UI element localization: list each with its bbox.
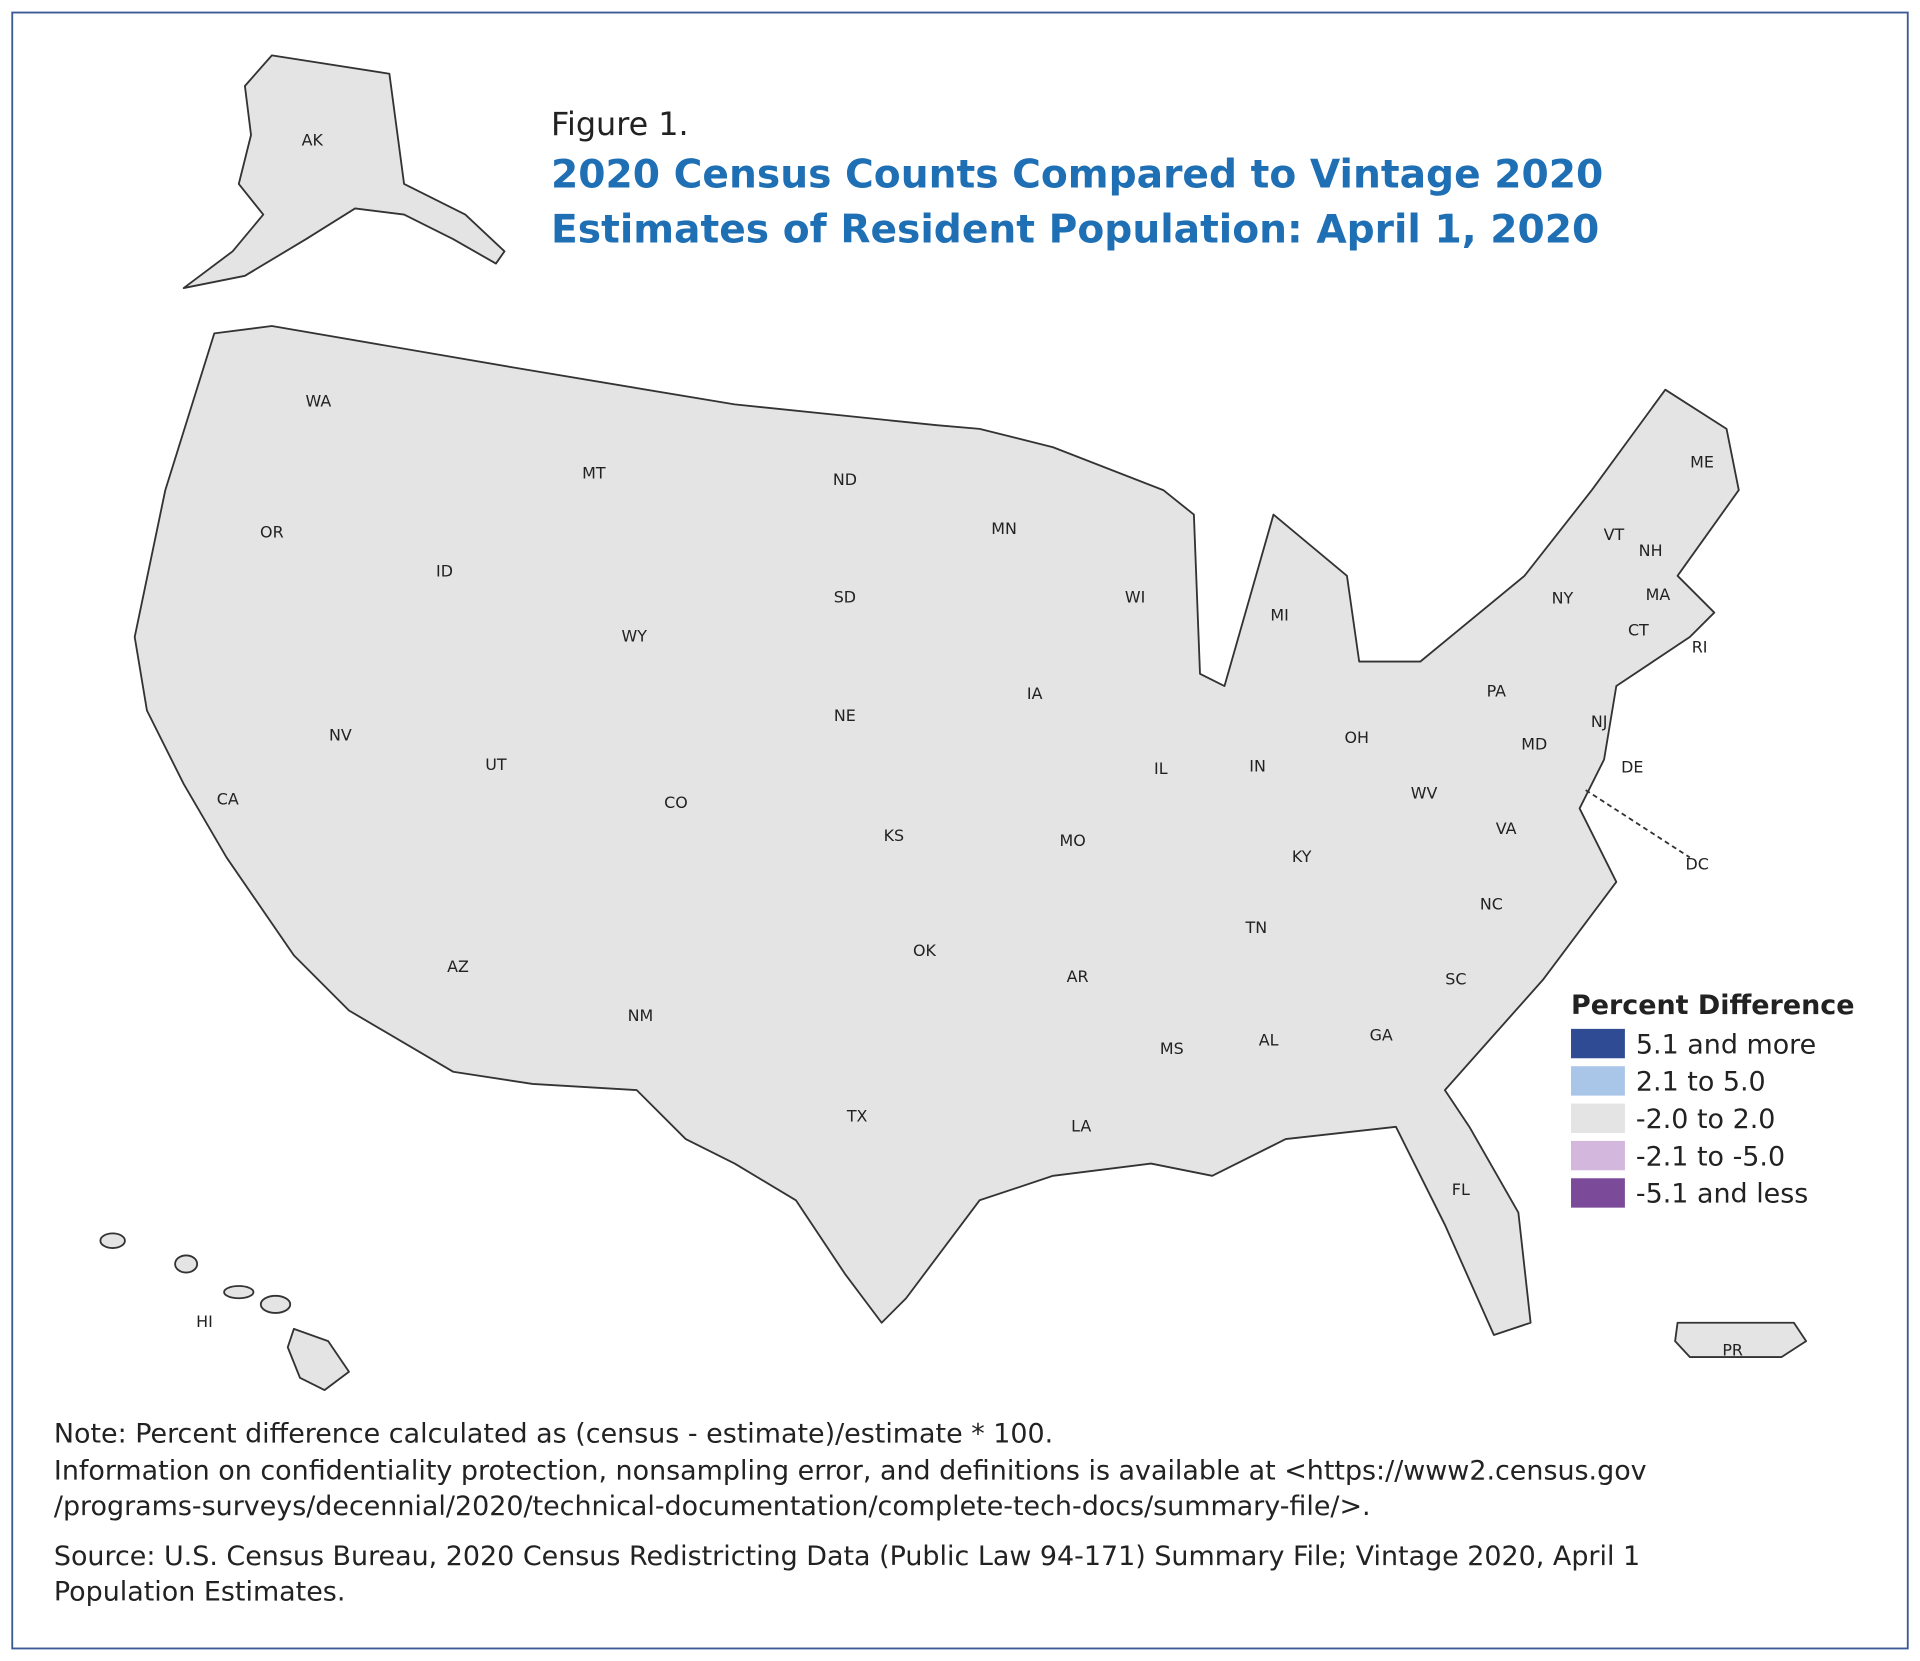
state-label: NC — [1480, 895, 1503, 914]
state-label: MA — [1646, 585, 1671, 604]
state-label: DC — [1685, 854, 1708, 873]
state-label: RI — [1692, 638, 1708, 657]
notes: Note: Percent difference calculated as (… — [54, 1419, 1647, 1608]
contiguous-us — [133, 325, 1740, 1336]
state-label: ND — [833, 470, 857, 489]
state-label: SC — [1445, 969, 1466, 988]
state-label: DE — [1621, 758, 1643, 777]
state-label: GA — [1370, 1026, 1393, 1045]
state-label: WA — [305, 391, 331, 410]
state-label: OR — [260, 522, 284, 541]
state-labels: AK WA OR MT ID WY ND SD MN NE IA WI MI IL IN OH PA NY VT NH… — [196, 131, 1743, 1360]
state-label: LA — [1071, 1116, 1091, 1135]
state-label: IL — [1154, 759, 1168, 778]
state-label: AL — [1259, 1031, 1279, 1050]
state-label: NE — [834, 706, 856, 725]
title-line: Estimates of Resident Population: April … — [551, 208, 1599, 253]
state-label: KS — [884, 826, 905, 845]
note-line: Source: U.S. Census Bureau, 2020 Census … — [54, 1541, 1640, 1572]
state-label: UT — [485, 755, 507, 774]
note-line: Note: Percent difference calculated as (… — [54, 1419, 1053, 1450]
state-label: NY — [1552, 589, 1574, 608]
state-label: FL — [1452, 1180, 1470, 1199]
state-label: PA — [1487, 682, 1507, 701]
state-label: VT — [1604, 525, 1625, 544]
state-label: ID — [436, 562, 453, 581]
inset-pointer — [1585, 789, 1691, 859]
state-label: MN — [991, 519, 1017, 538]
state-label: WY — [622, 627, 648, 646]
note-line: Population Estimates. — [54, 1577, 346, 1608]
state-label: KY — [1292, 847, 1312, 866]
legend-label: 2.1 to 5.0 — [1636, 1067, 1766, 1098]
state-label: ME — [1690, 453, 1714, 472]
state-label: HI — [196, 1312, 213, 1331]
note-line: /programs-surveys/decennial/2020/technic… — [54, 1491, 1371, 1522]
state-label: TN — [1245, 918, 1268, 937]
state-label: NH — [1639, 541, 1663, 560]
state-label: MI — [1270, 606, 1288, 625]
state-label: OH — [1344, 728, 1368, 747]
state-label: MD — [1521, 734, 1547, 753]
legend-label: -2.0 to 2.0 — [1636, 1104, 1776, 1135]
legend-title: Percent Difference — [1571, 990, 1854, 1021]
state-label: MS — [1160, 1039, 1184, 1058]
state-label: WV — [1411, 783, 1438, 802]
legend-label: -5.1 and less — [1636, 1179, 1808, 1210]
title-line: 2020 Census Counts Compared to Vintage 2… — [551, 153, 1603, 198]
state-label: WI — [1125, 587, 1145, 606]
state-label: TX — [846, 1107, 868, 1126]
legend-label: 5.1 and more — [1636, 1029, 1816, 1060]
state-label: CA — [217, 789, 239, 808]
state-label: AR — [1067, 967, 1089, 986]
state-label: AK — [302, 131, 324, 150]
state-label: PR — [1722, 1340, 1743, 1359]
legend-swatch — [1571, 1178, 1625, 1208]
legend-swatch — [1571, 1028, 1625, 1059]
legend-swatch — [1571, 1103, 1625, 1133]
state-label: NJ — [1591, 712, 1608, 731]
state-label: CO — [664, 793, 688, 812]
state-label: CT — [1628, 620, 1649, 639]
alaska — [182, 54, 506, 289]
legend: Percent Difference 5.1 and more 2.1 to 5.… — [1571, 990, 1854, 1210]
state-label: IN — [1249, 756, 1266, 775]
hawaii — [99, 1232, 350, 1392]
puerto-rico — [1674, 1321, 1808, 1358]
state-label: IA — [1027, 684, 1043, 703]
state-label: VA — [1496, 819, 1517, 838]
figure-label: Figure 1. — [551, 105, 689, 143]
state-label: MO — [1060, 831, 1086, 850]
state-label: MT — [582, 464, 606, 483]
state-label: AZ — [447, 957, 469, 976]
state-label: SD — [834, 587, 856, 606]
state-label: OK — [913, 941, 937, 960]
state-label: NV — [329, 726, 352, 745]
note-line: Information on confidentiality protectio… — [54, 1455, 1647, 1486]
legend-swatch — [1571, 1140, 1625, 1171]
state-label: NM — [628, 1006, 654, 1025]
map — [99, 54, 1808, 1392]
legend-swatch — [1571, 1066, 1625, 1096]
legend-label: -2.1 to -5.0 — [1636, 1141, 1785, 1172]
